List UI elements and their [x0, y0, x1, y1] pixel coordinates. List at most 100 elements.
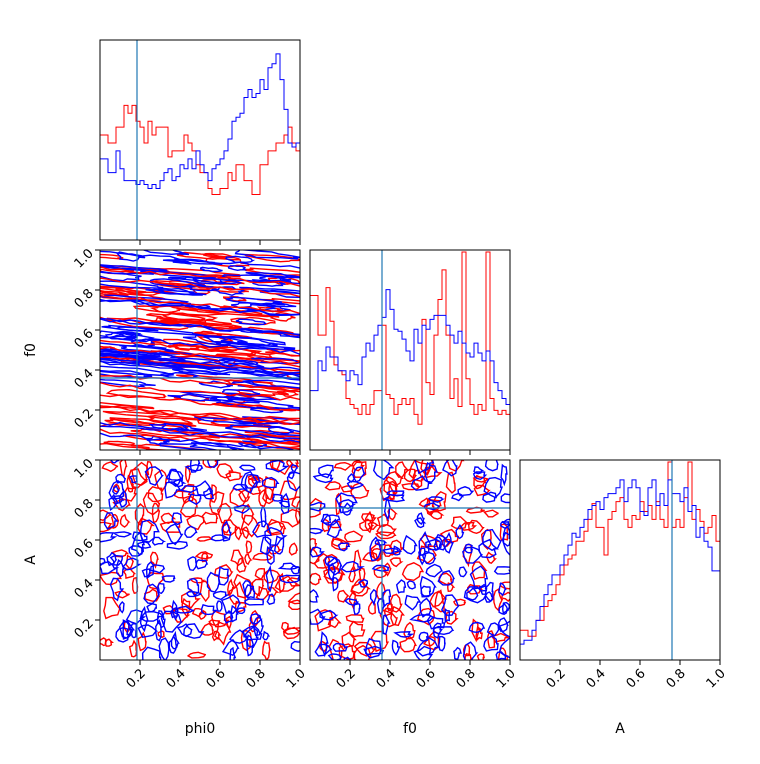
contour-series-b — [500, 463, 508, 487]
contour-series-a — [146, 460, 153, 479]
contour-series-a — [236, 556, 247, 573]
contour-series-a — [100, 509, 113, 522]
contour-series-b — [145, 561, 155, 580]
contour-series-a — [134, 502, 145, 527]
contour-series-a — [181, 483, 195, 505]
contour-series-b — [386, 490, 405, 497]
contour-series-b — [482, 528, 502, 551]
contour-series-a — [349, 590, 358, 610]
contour-series-b — [410, 475, 434, 491]
contour-series-a — [198, 609, 207, 620]
contour-series-b — [287, 471, 295, 480]
contour-series-a — [349, 620, 366, 638]
contour-series-a — [103, 596, 121, 620]
contour-series-b — [483, 635, 499, 652]
contour-series-a — [112, 498, 131, 512]
contour-series-a — [434, 589, 445, 613]
contour-series-b — [266, 546, 275, 566]
contour-series-a — [241, 526, 250, 540]
contour-series-b — [146, 435, 170, 446]
contour-series-b — [426, 615, 446, 630]
contour-series-a — [501, 591, 510, 602]
contour-series-a — [186, 651, 207, 659]
contour-series-b — [240, 470, 259, 494]
contour-band-series-a — [100, 382, 300, 401]
contour-series-a — [389, 557, 404, 568]
contour-series-b — [171, 512, 183, 526]
contour-band-series-a — [100, 346, 300, 365]
contour-series-b — [109, 554, 124, 566]
contour-series-b — [466, 587, 479, 601]
contour-series-b — [100, 265, 157, 275]
contour-series-b — [235, 318, 267, 326]
contour-series-b — [130, 531, 146, 556]
contour-series-a — [137, 631, 147, 652]
contour-series-b — [230, 302, 276, 312]
contour-series-a — [216, 463, 234, 479]
contour-band-series-a — [100, 404, 300, 423]
contour-series-a — [263, 569, 282, 584]
contour-series-b — [146, 603, 158, 613]
contour-series-b — [369, 588, 378, 607]
contour-series-a — [375, 531, 397, 540]
contour-series-a — [333, 461, 353, 471]
contour-series-b — [442, 460, 458, 477]
contour-series-b — [139, 606, 149, 633]
contour-series-a — [100, 637, 107, 647]
contour-series-b — [265, 565, 275, 593]
contour-series-b — [228, 629, 249, 644]
contour-series-b — [143, 583, 161, 605]
contour-series-b — [413, 645, 434, 660]
contour-series-a — [284, 372, 300, 380]
contour-series-b — [132, 531, 148, 542]
contour-series-b — [409, 614, 436, 623]
y-axis-label-A: A — [23, 555, 39, 565]
contour-series-a — [373, 566, 389, 579]
contour-series-b — [238, 464, 256, 472]
contour-band-series-a — [100, 294, 300, 315]
contour-series-a — [447, 582, 456, 593]
contour-series-b — [279, 574, 300, 584]
contour-series-a — [111, 513, 120, 530]
contour-series-a — [473, 474, 487, 490]
contour-series-b — [155, 619, 162, 642]
contour-series-b — [137, 624, 159, 638]
contour-series-b — [364, 637, 383, 659]
contour-series-b — [469, 565, 489, 590]
contour-series-a — [214, 353, 300, 362]
contour-series-a — [288, 599, 300, 610]
contour-series-b — [473, 466, 485, 475]
contour-series-a — [216, 502, 233, 524]
contour-series-a — [100, 442, 159, 450]
contour-series-a — [188, 577, 206, 584]
contour-series-a — [364, 510, 374, 534]
contour-series-b — [262, 630, 270, 641]
contour-series-b — [501, 518, 510, 526]
contour-series-a — [445, 460, 465, 472]
contour-series-b — [327, 653, 342, 660]
contour-series-b — [414, 460, 435, 475]
contour-series-b — [457, 486, 475, 497]
contour-series-a — [128, 639, 138, 658]
contour-series-b — [158, 442, 245, 450]
contour-series-a — [345, 614, 365, 623]
contour-series-a — [420, 460, 435, 476]
contour-series-b — [100, 365, 174, 377]
contour-series-a — [194, 551, 214, 560]
contour-series-b — [320, 631, 329, 658]
contour-series-a — [322, 553, 340, 571]
contour-series-a — [240, 514, 261, 538]
contour-series-b — [486, 622, 501, 637]
contour-series-b — [484, 460, 499, 472]
contour-series-a — [109, 417, 197, 429]
histogram-f0-panel — [309, 249, 511, 455]
contour-series-a — [310, 497, 323, 518]
contour-series-a — [422, 636, 436, 647]
contour-series-b — [122, 619, 133, 640]
contour-series-a — [487, 630, 496, 649]
contour-series-b — [245, 271, 300, 279]
contour-series-b — [406, 580, 416, 590]
contour-series-b — [273, 535, 285, 555]
contour-series-b — [188, 493, 202, 506]
contour-series-a — [348, 566, 356, 583]
